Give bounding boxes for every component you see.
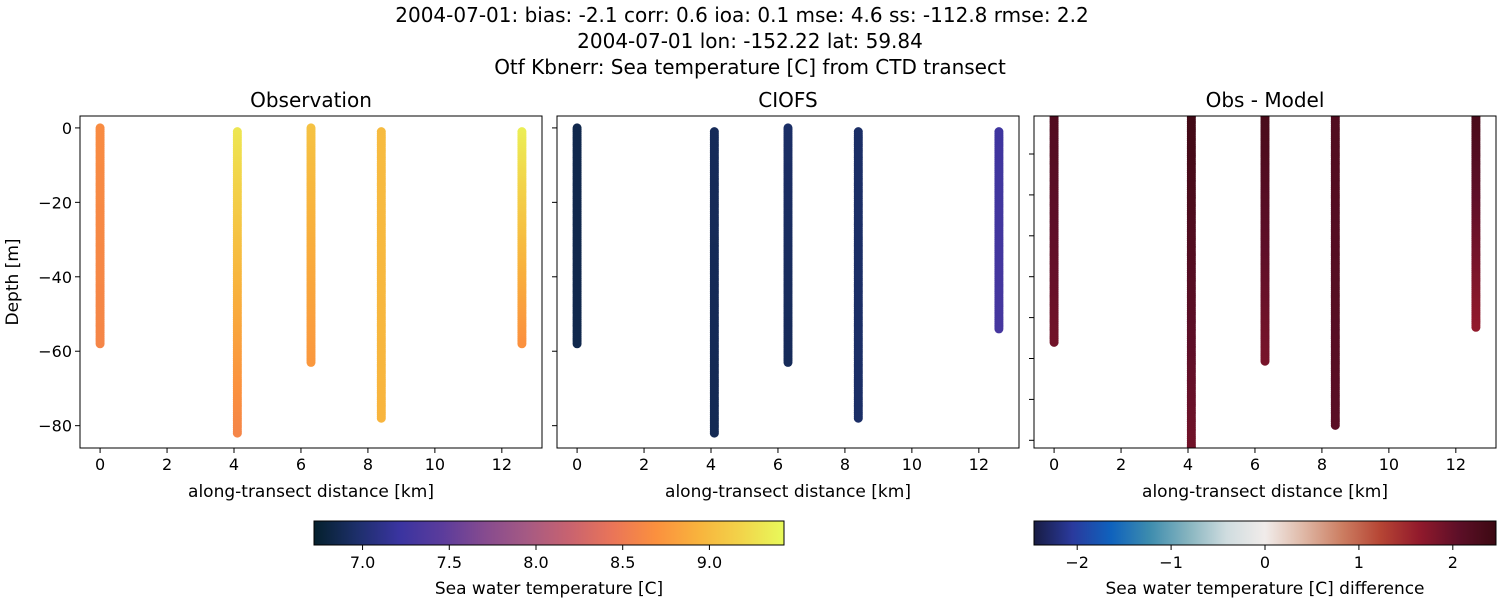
x-tick-label: 10 — [902, 455, 922, 474]
data-point — [232, 428, 242, 438]
axes-frame — [556, 115, 1020, 449]
colorbar-tick-label: −2 — [1065, 553, 1089, 572]
data-point — [376, 413, 386, 423]
colorbar-2: −2 −1 0 1 2 — [1033, 520, 1497, 572]
x-tick-label: 2 — [639, 455, 649, 474]
data-point — [994, 324, 1004, 334]
colorbar-label-difference: Sea water temperature [C] difference — [1105, 579, 1424, 599]
y-tick-label: −80 — [38, 417, 72, 436]
data-point — [572, 339, 582, 349]
x-tick-label: 8 — [1317, 455, 1327, 474]
panel-title-ciofs: CIOFS — [758, 88, 817, 112]
x-tick-label: 0 — [95, 455, 105, 474]
colorbar-gradient — [313, 520, 785, 546]
x-tick-label: 4 — [706, 455, 716, 474]
x-tick-label: 8 — [840, 455, 850, 474]
x-tick-label: 4 — [229, 455, 239, 474]
profiles — [95, 123, 527, 438]
colorbar-tick-label: 1 — [1354, 553, 1364, 572]
x-tick-label: 10 — [425, 455, 445, 474]
colorbar-tick-label: 0 — [1260, 553, 1270, 572]
data-point — [1330, 420, 1340, 430]
x-tick-label: 0 — [572, 455, 582, 474]
xlabel-obs-model: along-transect distance [km] — [1142, 482, 1388, 502]
colorbar-tick-label: 2 — [1448, 553, 1458, 572]
profile-4 — [1471, 116, 1481, 332]
colorbar-tick-label: 9.0 — [697, 553, 722, 572]
panel-3: 0 2 4 6 8 10 12 — [1029, 115, 1497, 474]
profile-0 — [95, 123, 105, 349]
data-point — [783, 357, 793, 367]
colorbar-tick-label: 7.5 — [437, 553, 462, 572]
panel-title-observation: Observation — [250, 88, 372, 112]
x-tick-label: 12 — [1446, 455, 1466, 474]
profile-1 — [709, 127, 719, 438]
data-point — [1049, 337, 1059, 347]
figure-title-line-1: 2004-07-01: bias: -2.1 corr: 0.6 ioa: 0.… — [395, 3, 1089, 27]
figure-title-line-2: 2004-07-01 lon: -152.22 lat: 59.84 — [577, 29, 923, 53]
profiles — [1049, 116, 1481, 448]
x-tick-label: 6 — [296, 455, 306, 474]
data-point — [1186, 443, 1196, 448]
profiles — [572, 123, 1004, 438]
profile-2 — [306, 123, 316, 367]
x-tick-label: 8 — [363, 455, 373, 474]
colorbar-tick-label: 8.0 — [523, 553, 548, 572]
data-point — [306, 357, 316, 367]
data-point — [1471, 322, 1481, 332]
profile-3 — [1330, 116, 1340, 430]
xlabel-observation: along-transect distance [km] — [188, 482, 434, 502]
x-tick-label: 12 — [492, 455, 512, 474]
x-tick-label: 10 — [1379, 455, 1399, 474]
colorbar-1: 7.0 7.5 8.0 8.5 9.0 — [313, 520, 785, 572]
profile-1 — [232, 127, 242, 438]
data-point — [709, 428, 719, 438]
colorbar-tick-label: 8.5 — [610, 553, 635, 572]
y-tick-label: −40 — [38, 268, 72, 287]
colorbar-gradient — [1033, 520, 1497, 546]
ylabel-depth: Depth [m] — [3, 238, 23, 325]
profile-4 — [517, 127, 527, 349]
x-tick-label: 2 — [162, 455, 172, 474]
x-tick-label: 6 — [773, 455, 783, 474]
axes-frame — [79, 115, 543, 449]
panel-title-obs-model: Obs - Model — [1206, 88, 1325, 112]
profile-3 — [376, 127, 386, 423]
data-point — [517, 339, 527, 349]
y-tick-label: −60 — [38, 342, 72, 361]
profile-2 — [1260, 116, 1270, 366]
data-point — [853, 413, 863, 423]
x-tick-label: 12 — [969, 455, 989, 474]
profile-2 — [783, 123, 793, 367]
figure-title-line-3: Otf Kbnerr: Sea temperature [C] from CTD… — [494, 55, 1006, 79]
profile-4 — [994, 127, 1004, 334]
data-point — [1260, 356, 1270, 366]
x-tick-label: 4 — [1183, 455, 1193, 474]
colorbar-label-temperature: Sea water temperature [C] — [435, 579, 663, 599]
x-tick-label: 6 — [1250, 455, 1260, 474]
x-tick-label: 0 — [1049, 455, 1059, 474]
profile-0 — [1049, 116, 1059, 347]
profile-0 — [572, 123, 582, 349]
data-point — [95, 339, 105, 349]
panel-2: 0 2 4 6 8 10 12 — [552, 115, 1020, 474]
axes-frame — [1033, 115, 1497, 449]
y-tick-label: 0 — [62, 119, 72, 138]
xlabel-ciofs: along-transect distance [km] — [665, 482, 911, 502]
y-tick-label: −20 — [38, 193, 72, 212]
colorbar-tick-label: −1 — [1159, 553, 1183, 572]
profile-1 — [1186, 116, 1196, 448]
colorbar-tick-label: 7.0 — [350, 553, 375, 572]
x-tick-label: 2 — [1116, 455, 1126, 474]
panel-1: 0 2 4 6 8 10 12 0 −20 −40 −60 −80 — [38, 115, 543, 474]
profile-3 — [853, 127, 863, 423]
